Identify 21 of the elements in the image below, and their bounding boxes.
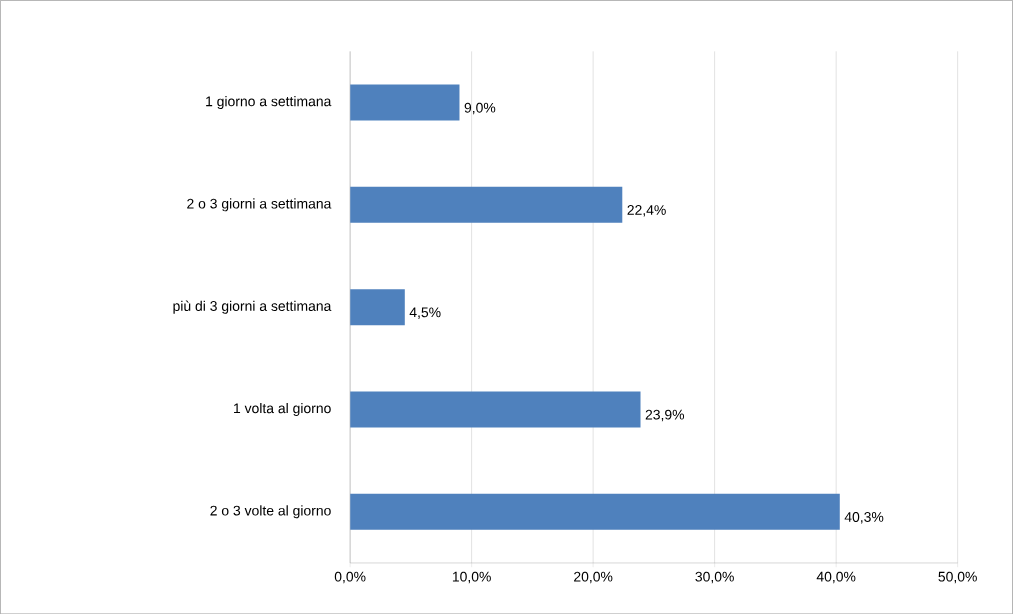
y-tick-label: 2 o 3 giorni a settimana <box>187 198 332 212</box>
data-label: 22,4% <box>627 204 666 217</box>
y-tick-label: 1 volta al giorno <box>234 402 331 416</box>
x-tick-label: 0,0% <box>334 571 366 584</box>
bar <box>350 186 623 223</box>
y-tick-label: 2 o 3 volte al giorno <box>210 505 331 519</box>
bar <box>350 391 641 428</box>
bar <box>350 493 840 530</box>
x-tick-label: 40,0% <box>816 571 856 584</box>
data-label: 23,9% <box>645 409 685 422</box>
bar <box>350 289 405 325</box>
x-tick-label: 30,0% <box>695 571 734 584</box>
data-label: 9,0% <box>464 102 496 115</box>
y-tick-label: 1 giorno a settimana <box>206 95 332 109</box>
x-tick-label: 50,0% <box>938 571 977 584</box>
x-tick-label: 10,0% <box>452 571 491 584</box>
y-tick-label: più di 3 giorni a settimana <box>173 300 332 314</box>
x-tick-label: 20,0% <box>574 571 613 584</box>
bar <box>350 84 460 121</box>
data-label: 40,3% <box>844 511 884 524</box>
data-label: 4,5% <box>409 307 441 319</box>
